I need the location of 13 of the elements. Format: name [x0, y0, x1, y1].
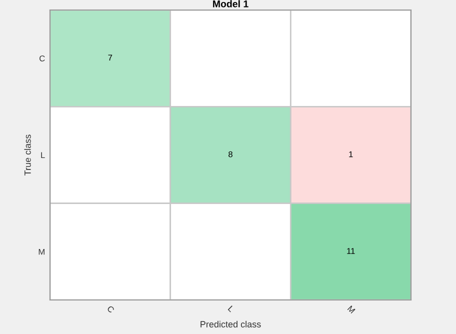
data-label: 1 — [349, 151, 353, 158]
y-axis-title: True class — [24, 134, 31, 176]
y-tick-label: M — [38, 248, 44, 255]
x-tick-label: C — [106, 305, 115, 314]
data-label: 7 — [108, 54, 112, 60]
x-tick-label: M — [347, 306, 356, 314]
y-tick-label: L — [41, 152, 45, 158]
x-tick-label: L — [228, 306, 234, 312]
data-label: 8 — [228, 151, 232, 158]
y-tick-label: C — [40, 56, 45, 62]
chart-title: Model 1 — [213, 0, 248, 8]
x-axis-title: Predicted class — [200, 320, 261, 328]
data-label: 11 — [347, 248, 355, 254]
